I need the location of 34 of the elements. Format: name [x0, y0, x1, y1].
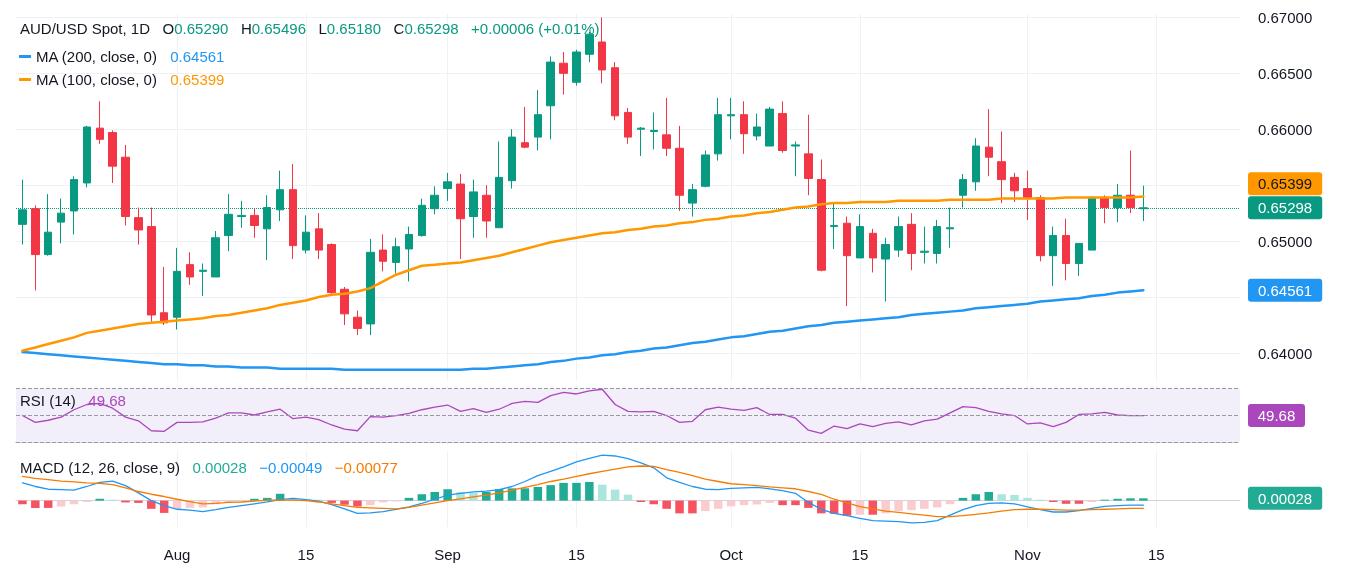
- text: 0.64561: [1257, 281, 1313, 299]
- text: 49.68: [1257, 407, 1296, 425]
- x-tick-label: Oct: [719, 546, 744, 563]
- chart-title: AUD/USD Spot, 1D: [20, 20, 151, 37]
- annotation: C0.65298: [393, 20, 459, 37]
- annotation: H0.65496: [240, 20, 306, 37]
- annotation: −0.00049: [259, 459, 323, 476]
- y-tick-label: 0.66000: [1258, 120, 1313, 138]
- text: 0.00028: [1257, 489, 1313, 507]
- text: 0.65399: [1257, 175, 1313, 193]
- y-tick-label: 0.66500: [1258, 64, 1313, 82]
- annotation: +0.00006 (+0.01%): [471, 20, 600, 37]
- annotation: 0.00028: [192, 459, 247, 476]
- x-tick-label: 15: [851, 546, 869, 563]
- x-tick-label: Sep: [434, 546, 461, 563]
- legend-label: MA (100, close, 0): [36, 71, 157, 88]
- y-tick-label: 0.65000: [1258, 232, 1313, 250]
- annotation: 0.64561: [170, 48, 225, 65]
- ref-line-label: 0.65298: [1257, 199, 1313, 217]
- x-tick-label: 15: [1147, 546, 1165, 563]
- annotation: 49.68: [88, 392, 126, 409]
- chart-title: RSI (14): [20, 392, 76, 409]
- x-tick-label: Nov: [1014, 546, 1042, 563]
- annotation: −0.00077: [334, 459, 398, 476]
- annotation: O0.65290: [162, 20, 229, 37]
- y-tick-label: 0.64000: [1258, 344, 1313, 362]
- annotation: 0.65399: [170, 71, 225, 88]
- legend-label: MA (200, close, 0): [36, 48, 157, 65]
- annotation: L0.65180: [318, 20, 382, 37]
- x-tick-label: Aug: [163, 546, 191, 563]
- x-tick-label: 15: [297, 546, 315, 563]
- chart-title: MACD (12, 26, close, 9): [20, 459, 181, 476]
- x-tick-label: 15: [568, 546, 585, 563]
- y-tick-label: 0.67000: [1258, 8, 1313, 26]
